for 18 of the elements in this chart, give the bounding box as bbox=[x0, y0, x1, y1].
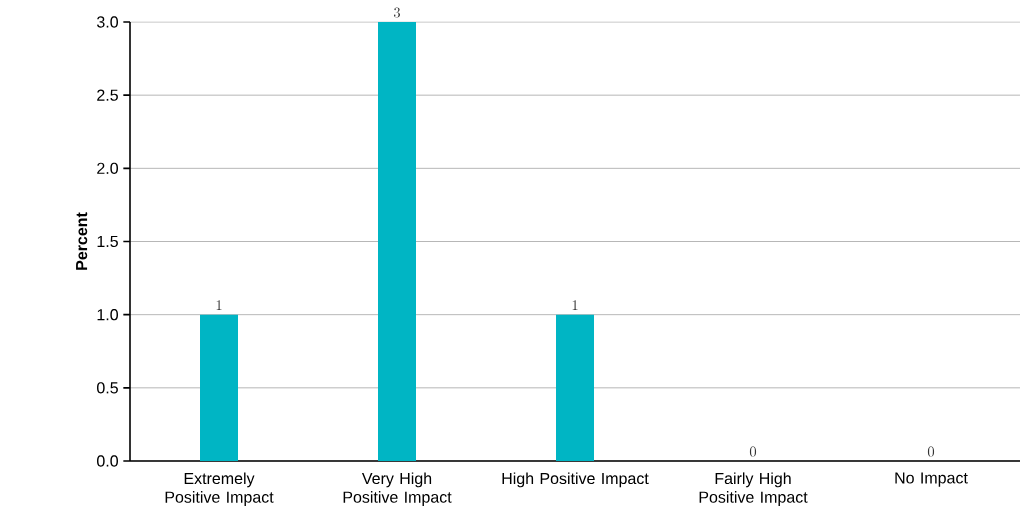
y-tick-label: 2.5 bbox=[97, 89, 118, 101]
x-tick-label: Fairly High Positive Impact bbox=[699, 472, 808, 506]
y-tick-label: 1.0 bbox=[97, 309, 119, 321]
x-tick-label: No Impact bbox=[895, 472, 968, 487]
y-tick-label: 1.5 bbox=[97, 235, 118, 248]
data-label: 3 bbox=[393, 7, 401, 18]
data-label: 1 bbox=[216, 300, 222, 310]
data-label: 0 bbox=[749, 446, 757, 457]
y-tick-label: 0.5 bbox=[97, 382, 118, 394]
y-tick-label: 3.0 bbox=[96, 16, 119, 28]
y-axis-title: Percent bbox=[76, 212, 88, 270]
x-tick-label: High Positive Impact bbox=[502, 472, 649, 488]
y-tick-label: 2.0 bbox=[97, 162, 119, 174]
y-tick-label: 0.0 bbox=[97, 455, 119, 467]
x-tick-label: Extremely Positive Impact bbox=[165, 472, 274, 506]
data-label: 1 bbox=[572, 300, 578, 310]
x-tick-label: Very High Positive Impact bbox=[343, 472, 452, 506]
data-label: 0 bbox=[927, 446, 935, 457]
